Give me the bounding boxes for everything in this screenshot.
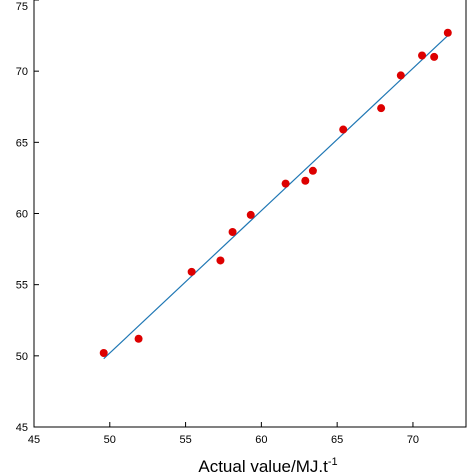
data-point [396, 71, 405, 80]
data-points [99, 28, 452, 357]
axis-ticks: 45 50 55 60 65 70 45 50 55 60 65 70 75 [16, 0, 419, 446]
x-axis-title: Actual value/MJ.t-1 [198, 456, 337, 474]
x-axis-title-superscript: -1 [328, 456, 338, 468]
data-point [418, 51, 427, 60]
y-tick-label: 50 [16, 351, 28, 363]
x-tick-label: 60 [255, 434, 267, 446]
fit-line [103, 35, 449, 360]
x-tick-label: 45 [28, 434, 40, 446]
data-point [339, 125, 348, 134]
fit-line-layer [103, 35, 449, 360]
data-point [308, 166, 317, 175]
data-point [430, 52, 439, 61]
data-point [281, 179, 290, 188]
data-point [443, 28, 452, 37]
x-tick-label: 50 [104, 434, 116, 446]
y-tick-label: 70 [16, 66, 28, 78]
x-axis-title-text: Actual value/MJ.t [198, 457, 328, 474]
data-point [134, 334, 143, 343]
y-tick-label: 75 [16, 1, 28, 13]
x-tick-label: 65 [331, 434, 343, 446]
data-point [187, 267, 196, 276]
data-point [377, 104, 386, 113]
x-tick-label: 70 [407, 434, 419, 446]
data-point [301, 176, 310, 185]
data-point [246, 210, 255, 219]
data-point [228, 228, 237, 237]
data-point [216, 256, 225, 265]
y-tick-label: 45 [16, 422, 28, 434]
data-point [99, 348, 108, 357]
x-tick-label: 55 [179, 434, 191, 446]
y-tick-label: 55 [16, 280, 28, 292]
y-tick-label: 65 [16, 137, 28, 149]
y-tick-label: 60 [16, 209, 28, 221]
